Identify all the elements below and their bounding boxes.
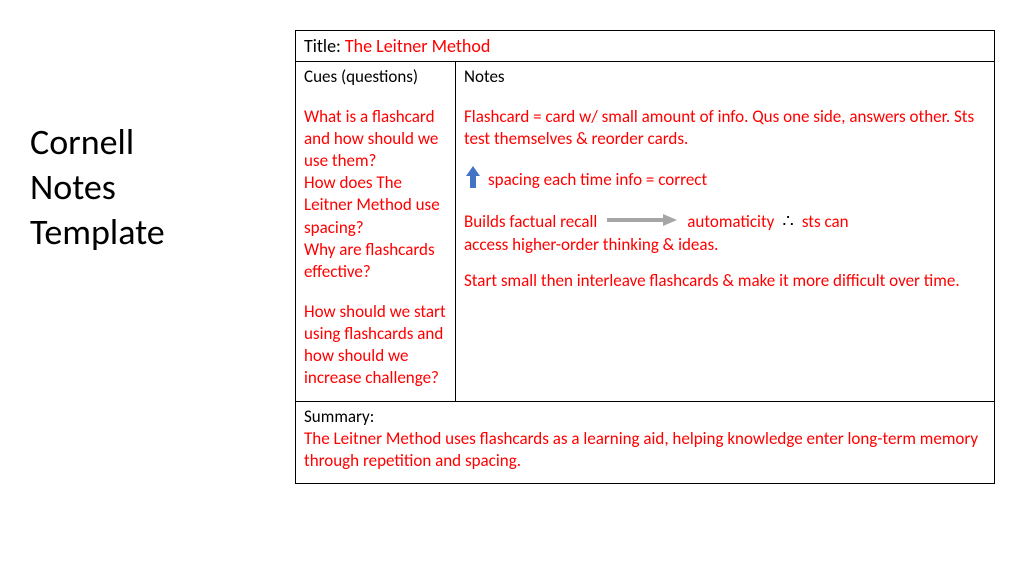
right-arrow-icon — [607, 211, 677, 233]
builds-c: sts can — [802, 211, 849, 233]
builds-b: automaticity — [687, 211, 774, 233]
therefore-icon: ∴ — [782, 210, 793, 233]
summary-row: Summary: The Leitner Method uses flashca… — [296, 402, 994, 482]
summary-text: The Leitner Method uses flashcards as a … — [304, 428, 986, 472]
page-heading: CornellNotesTemplate — [30, 120, 165, 255]
builds-d: access higher-order thinking & ideas. — [464, 234, 986, 256]
notes-spacing-text: spacing each time info = correct — [488, 169, 707, 191]
cues-q4: How should we start using flashcards and… — [304, 301, 447, 389]
cues-header: Cues (questions) — [304, 66, 447, 88]
builds-a: Builds factual recall — [464, 211, 597, 233]
notes-p1: Flashcard = card w/ small amount of info… — [464, 106, 986, 150]
notes-builds-line: Builds factual recall automaticity ∴ sts… — [464, 210, 986, 233]
title-row: Title: The Leitner Method — [296, 31, 994, 62]
cues-q1: What is a flashcard and how should we us… — [304, 106, 447, 172]
cues-q3: Why are flashcards effective? — [304, 239, 447, 283]
notes-header: Notes — [464, 66, 986, 88]
body-row: Cues (questions) What is a flashcard and… — [296, 62, 994, 402]
notes-spacing-line: spacing each time info = correct — [464, 164, 986, 196]
up-arrow-icon — [464, 164, 482, 196]
notes-p4: Start small then interleave flashcards &… — [464, 270, 986, 292]
title-label: Title: — [304, 35, 345, 57]
title-value: The Leitner Method — [345, 35, 490, 57]
cues-column: Cues (questions) What is a flashcard and… — [296, 62, 456, 401]
cues-q2: How does The Leitner Method use spacing? — [304, 172, 447, 238]
summary-label: Summary: — [304, 406, 986, 428]
notes-column: Notes Flashcard = card w/ small amount o… — [456, 62, 994, 401]
cornell-template: Title: The Leitner Method Cues (question… — [295, 30, 995, 484]
